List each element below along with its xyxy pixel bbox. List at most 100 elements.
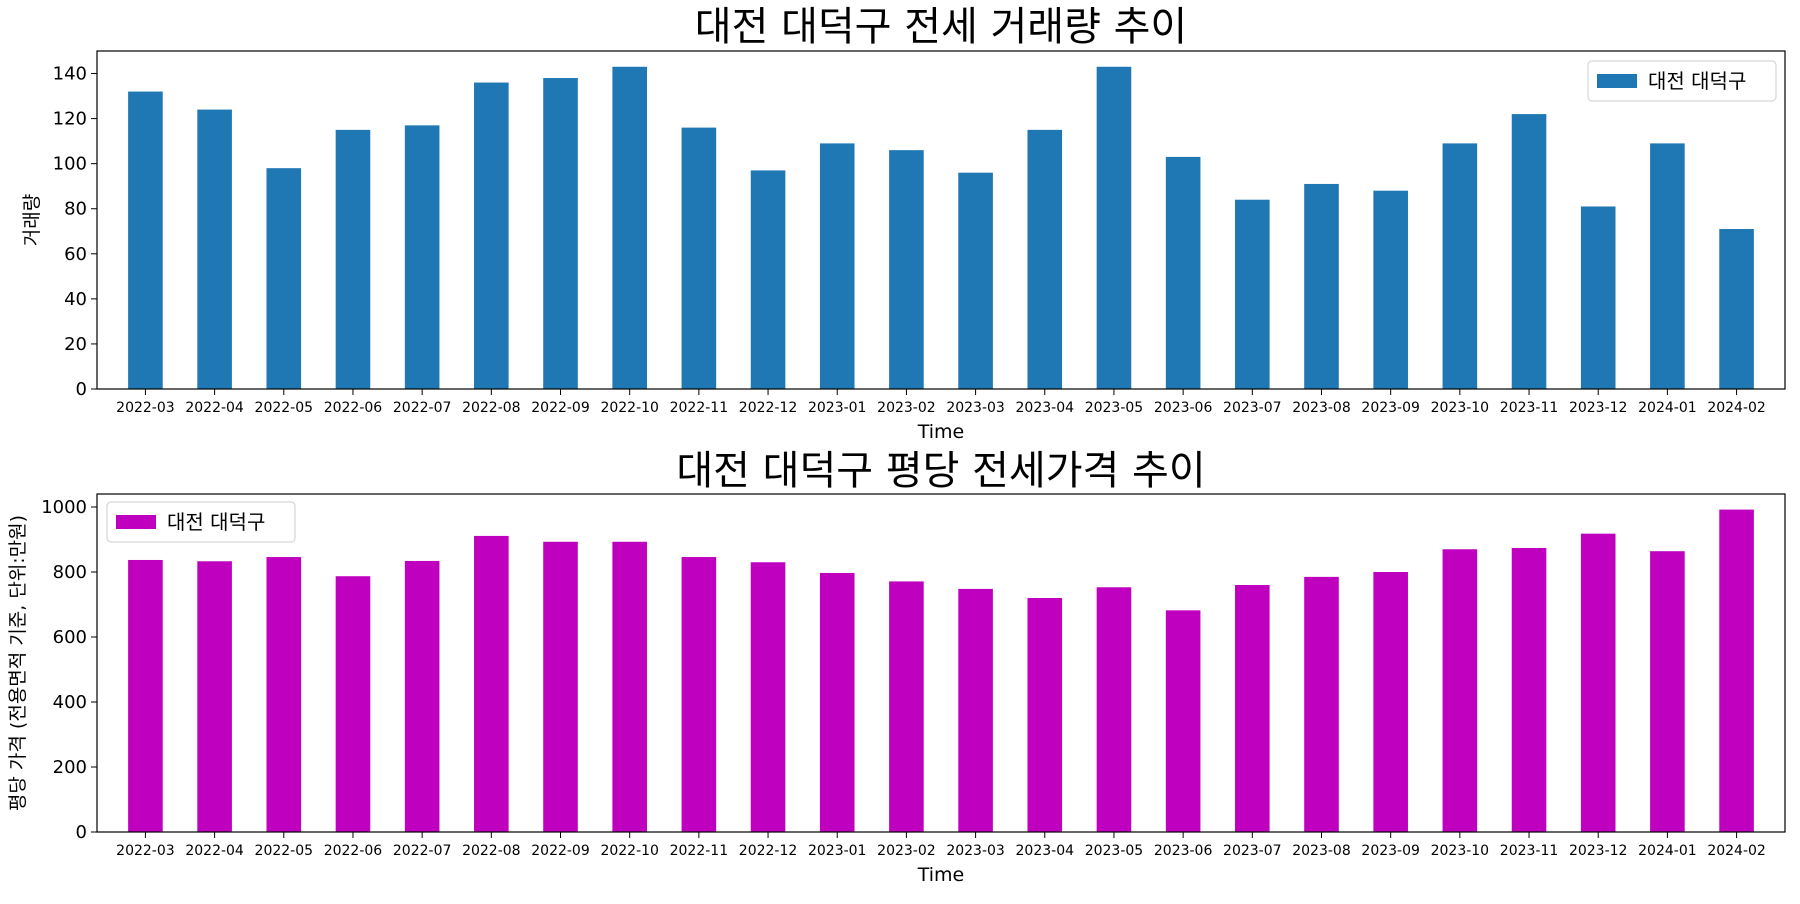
bar xyxy=(750,170,786,389)
bar xyxy=(197,109,232,389)
bar xyxy=(1373,572,1408,832)
y-tick-label: 0 xyxy=(76,379,87,400)
x-tick-label: 2022-05 xyxy=(255,843,314,859)
x-tick-label: 2023-10 xyxy=(1431,400,1490,416)
bar xyxy=(612,66,647,390)
x-tick-label: 2023-04 xyxy=(1016,400,1075,416)
x-tick-label: 2023-02 xyxy=(877,400,936,416)
x-tick-label: 2023-11 xyxy=(1500,843,1559,859)
x-tick-label: 2023-03 xyxy=(946,400,1005,416)
bar xyxy=(1027,598,1063,832)
y-tick-label: 140 xyxy=(53,64,87,85)
bar xyxy=(1442,549,1478,832)
bar xyxy=(1511,114,1547,390)
chart-panel-1: 대전 대덕구 전세 거래량 추이 0 20 40 60 80 100 120 140 2022-0… xyxy=(21,4,1786,443)
x-tick-label: 2023-07 xyxy=(1223,400,1282,416)
bar xyxy=(543,541,578,832)
y-tick-label: 20 xyxy=(64,334,87,355)
x-tick-label: 2023-01 xyxy=(808,843,867,859)
bar xyxy=(1511,547,1547,832)
y-axis-label: 평당 가격 (전용면적 기준, 단위:만원) xyxy=(7,515,29,811)
y-tick-label: 40 xyxy=(64,289,87,310)
bar xyxy=(889,581,924,832)
x-tick-label: 2022-04 xyxy=(185,843,244,859)
bar xyxy=(1096,66,1132,390)
bar xyxy=(1373,190,1408,389)
x-tick-label: 2022-11 xyxy=(670,843,729,859)
x-tick-label: 2023-10 xyxy=(1431,843,1490,859)
x-tick-label: 2022-04 xyxy=(185,400,244,416)
bar xyxy=(266,168,302,389)
x-tick-label: 2023-12 xyxy=(1569,843,1628,859)
x-tick-label: 2022-12 xyxy=(739,400,798,416)
bar xyxy=(1719,509,1754,832)
x-tick-label: 2022-11 xyxy=(670,400,729,416)
bar xyxy=(681,127,717,389)
x-tick-label: 2023-06 xyxy=(1154,400,1213,416)
bar xyxy=(612,541,647,832)
bar xyxy=(404,125,440,390)
x-tick-label: 2023-03 xyxy=(946,843,1005,859)
y-tick-label: 120 xyxy=(53,109,87,130)
x-tick-label: 2024-02 xyxy=(1707,843,1766,859)
legend-box xyxy=(106,501,296,543)
legend-swatch xyxy=(116,515,156,529)
x-tick-label: 2024-01 xyxy=(1638,843,1697,859)
chart-title: 대전 대덕구 전세 거래량 추이 xyxy=(695,4,1187,50)
x-tick-label: 2022-06 xyxy=(324,400,383,416)
y-tick-label: 60 xyxy=(64,244,87,265)
bar xyxy=(1304,183,1339,389)
x-tick-label: 2022-10 xyxy=(600,400,659,416)
x-axis-label: Time xyxy=(917,421,965,443)
bar xyxy=(681,557,717,832)
x-tick-label: 2022-08 xyxy=(462,843,521,859)
bar xyxy=(404,560,440,832)
y-tick-label: 0 xyxy=(76,822,87,843)
x-tick-label: 2023-06 xyxy=(1154,843,1213,859)
bar xyxy=(958,588,993,832)
bar xyxy=(335,576,371,832)
plot-frame xyxy=(96,50,1786,390)
x-tick-label: 2023-12 xyxy=(1569,400,1628,416)
x-tick-label: 2022-03 xyxy=(116,400,175,416)
y-tick-label: 400 xyxy=(53,692,87,713)
x-tick-label: 2022-09 xyxy=(531,400,590,416)
bar xyxy=(474,82,509,390)
y-axis-label: 거래량 xyxy=(21,194,43,246)
bar xyxy=(1235,199,1270,389)
bar xyxy=(958,172,993,389)
y-tick-label: 80 xyxy=(64,199,87,220)
bar xyxy=(197,561,232,832)
x-tick-label: 2024-02 xyxy=(1707,400,1766,416)
bar xyxy=(1650,551,1685,832)
legend-label: 대전 대덕구 xyxy=(1648,69,1746,93)
bar xyxy=(1719,229,1754,389)
x-tick-label: 2023-05 xyxy=(1085,400,1144,416)
legend-box xyxy=(1587,60,1777,102)
x-tick-label: 2022-06 xyxy=(324,843,383,859)
x-tick-label: 2022-09 xyxy=(531,843,590,859)
bar xyxy=(128,91,163,389)
x-tick-label: 2023-09 xyxy=(1361,843,1420,859)
y-tick-label: 200 xyxy=(53,757,87,778)
bar xyxy=(1304,576,1339,832)
x-tick-label: 2022-10 xyxy=(600,843,659,859)
x-tick-label: 2022-03 xyxy=(116,843,175,859)
bar xyxy=(543,78,578,389)
x-tick-label: 2023-11 xyxy=(1500,400,1559,416)
bar xyxy=(266,557,302,832)
y-tick-label: 600 xyxy=(53,627,87,648)
x-tick-label: 2022-08 xyxy=(462,400,521,416)
bar xyxy=(1165,156,1201,389)
bar xyxy=(819,572,855,832)
x-tick-label: 2023-05 xyxy=(1085,843,1144,859)
legend-swatch xyxy=(1597,74,1637,88)
bar xyxy=(1442,143,1478,389)
x-tick-label: 2023-09 xyxy=(1361,400,1420,416)
x-tick-label: 2023-07 xyxy=(1223,843,1282,859)
bar xyxy=(1027,129,1063,389)
x-tick-label: 2023-04 xyxy=(1016,843,1075,859)
bar xyxy=(1165,610,1201,832)
